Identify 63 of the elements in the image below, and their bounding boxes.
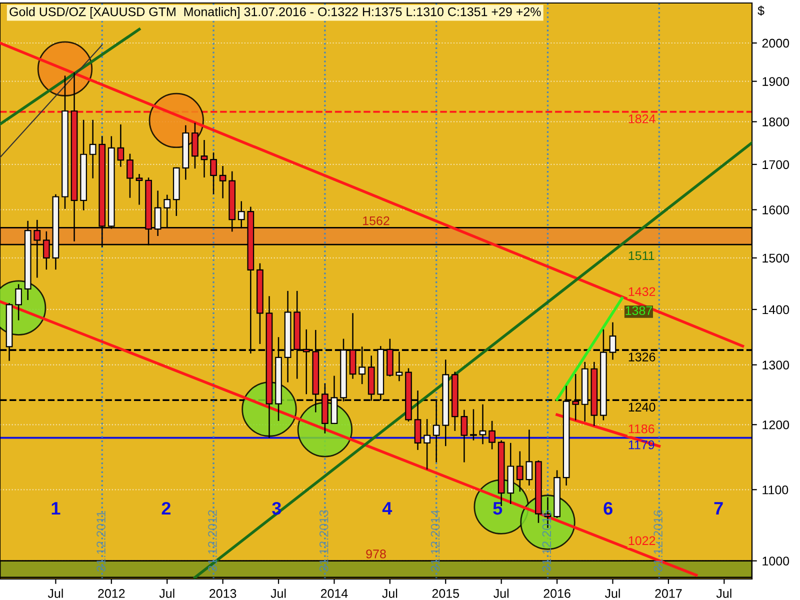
annotation: 5 <box>493 502 502 515</box>
x-tick-label: 2013 <box>210 589 236 598</box>
x-tick-label: Jul <box>494 588 508 598</box>
x-tick-label: Jul <box>382 588 398 598</box>
x-tick-label: Jul <box>159 588 174 598</box>
series-label: 1186 <box>628 424 654 434</box>
x-tick-label: Jul <box>270 588 286 598</box>
candlestick <box>526 430 533 486</box>
ref-line-label: 1326 <box>628 352 656 362</box>
candlestick <box>117 124 124 167</box>
candlestick <box>470 409 477 440</box>
ref-line-label: 1824 <box>628 114 656 124</box>
ref-line-label: 31.12.2013 <box>319 510 328 572</box>
x-tick-label: 2015 <box>432 589 460 598</box>
y-axis-title: $ <box>758 6 764 16</box>
x-tick-label: 2016 <box>544 589 570 598</box>
annotation: 4 <box>382 502 392 515</box>
x-tick-label: Jul <box>716 588 732 598</box>
ref-line-label: 31.12.2015 <box>542 510 552 572</box>
annotation: 2 <box>162 502 170 515</box>
x-tick-label: Jul <box>48 588 63 598</box>
band-label: 1562 <box>363 216 390 226</box>
candlestick <box>200 140 208 178</box>
y-tick-label: 1300 <box>762 360 790 370</box>
x-tick-label: Jul <box>604 588 620 598</box>
y-tick-label: 1600 <box>762 206 790 214</box>
chart-title: Gold USD/OZ [XAUUSD GTM Monatlich] 31.07.2016 - O:1322 H:1375 L:1310 C:1351 +29 +2% <box>10 7 541 19</box>
x-tick-label: 2014 <box>320 589 348 598</box>
candlestick <box>460 410 468 462</box>
y-tick-label: 1900 <box>762 77 790 86</box>
y-tick-label: 1200 <box>762 420 790 430</box>
y-tick-label: 2000 <box>762 38 790 48</box>
annotation: 6 <box>604 502 612 515</box>
candlestick <box>479 404 486 444</box>
series-label: 1022 <box>628 536 656 546</box>
ref-line-label: 1179 <box>628 440 654 450</box>
y-tick-label: 1000 <box>762 556 790 566</box>
y-tick-label: 1700 <box>762 160 790 170</box>
candlestick <box>136 174 143 205</box>
annotation: 1 <box>52 502 60 515</box>
series-label: 1511 <box>628 251 654 260</box>
annotation: 7 <box>714 502 723 515</box>
y-tick-label: 1100 <box>762 485 788 494</box>
candlestick <box>210 152 217 194</box>
x-tick-label: 2012 <box>98 589 125 598</box>
candlestick <box>15 284 22 320</box>
candlestick <box>126 154 134 198</box>
series-label: 1432 <box>628 287 656 296</box>
ref-line-label: 31.12.2011 <box>96 511 106 572</box>
ref-line-label: 31.12.2014 <box>430 510 440 572</box>
candlestick <box>424 419 430 470</box>
candlestick <box>488 420 496 450</box>
ref-line-label: 1240 <box>628 402 656 412</box>
band-label: 978 <box>366 550 386 558</box>
y-tick-label: 1500 <box>762 254 790 263</box>
series-label: 1387 <box>626 306 652 316</box>
x-tick-label: 2017 <box>655 589 682 598</box>
ref-line-label: 31.12.2012 <box>208 510 217 572</box>
y-tick-label: 1400 <box>762 305 790 314</box>
y-tick-label: 1800 <box>762 118 790 126</box>
candlestick <box>89 120 96 178</box>
annotation: 3 <box>272 502 282 515</box>
candlestick <box>219 166 226 198</box>
